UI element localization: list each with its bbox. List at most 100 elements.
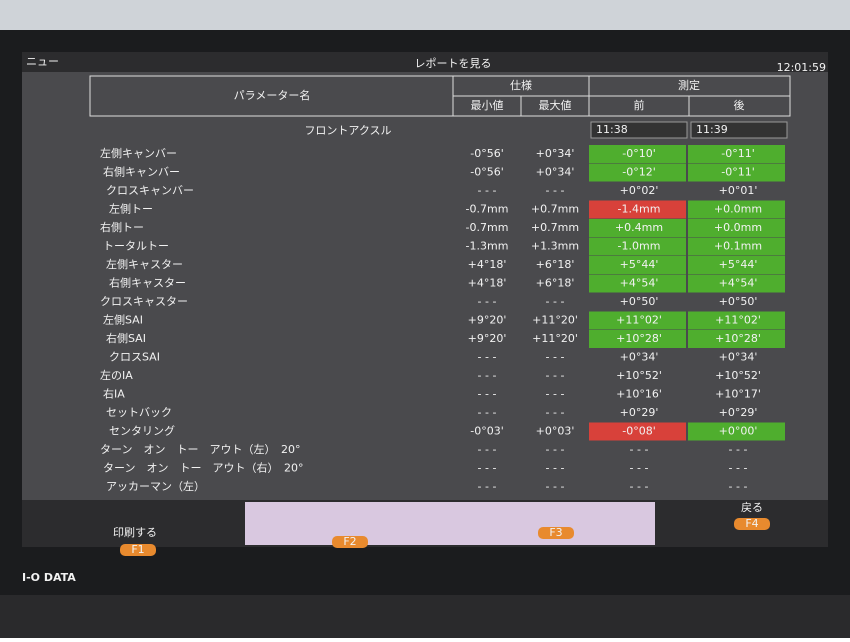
after-value: +0.0mm <box>714 203 762 216</box>
max-value: - - - <box>546 462 565 475</box>
after-value: +4°54' <box>719 277 758 290</box>
before-status-cell <box>589 256 686 274</box>
min-value: +4°18' <box>468 277 507 290</box>
before-time: 11:38 <box>596 123 628 136</box>
before-value: -0°10' <box>622 147 656 160</box>
after-status-cell <box>688 163 785 182</box>
before-value: +0°02' <box>620 184 659 197</box>
param-name: ターン オン トー アウト（右） 20° <box>103 461 303 475</box>
header-grid <box>89 75 791 117</box>
after-time-select[interactable] <box>690 121 788 139</box>
f1-key <box>120 544 156 556</box>
max-value: - - - <box>546 443 565 456</box>
max-value: - - - <box>546 406 565 419</box>
max-value: +11°20' <box>532 332 578 345</box>
after-header: 後 <box>734 98 745 112</box>
after-value: +0.0mm <box>714 221 762 234</box>
before-value: +10°52' <box>616 369 662 382</box>
param-header: パラメーター名 <box>234 88 311 102</box>
f3-key <box>538 527 574 539</box>
param-name: 左側キャンバー <box>100 147 177 160</box>
min-value: -1.3mm <box>466 240 509 253</box>
menu-label[interactable]: ニュー <box>26 55 59 68</box>
before-value: - - - <box>630 480 649 493</box>
param-name: 左側SAI <box>103 314 143 327</box>
spec-header: 仕様 <box>510 78 532 92</box>
measure-header: 測定 <box>678 78 700 92</box>
after-value: +10°28' <box>715 332 761 345</box>
rows: 左側キャンバー -0°56' +0°34' -0°10' -0°11' 右側キャンバー -0… <box>100 145 785 493</box>
min-value: - - - <box>478 406 497 419</box>
before-value: +0.4mm <box>615 221 663 234</box>
param-name: 右側トー <box>100 220 144 234</box>
param-name: 右側SAI <box>106 331 146 345</box>
after-value: - - - <box>729 480 748 493</box>
before-value: +10°16' <box>616 388 662 401</box>
before-status-cell <box>589 237 686 256</box>
after-status-cell <box>688 219 785 237</box>
after-time: 11:39 <box>696 123 728 136</box>
section-title: フロントアクスル <box>304 124 391 137</box>
param-name: クロスキャンバー <box>106 184 194 197</box>
param-name: セットバック <box>106 406 172 419</box>
after-status-cell <box>688 200 785 219</box>
before-value: -1.0mm <box>618 240 661 253</box>
after-status-cell <box>688 256 785 274</box>
before-value: +0°29' <box>620 406 659 419</box>
max-header: 最大値 <box>539 98 572 112</box>
max-value: - - - <box>546 369 565 382</box>
print-button[interactable]: 印刷する <box>113 526 157 539</box>
before-value: +0°34' <box>620 351 659 364</box>
f2-label: F2 <box>343 535 356 548</box>
f1-label: F1 <box>131 543 144 556</box>
min-value: - - - <box>478 462 497 475</box>
after-value: - - - <box>729 443 748 456</box>
param-name: 左のIA <box>100 369 133 382</box>
after-value: +0°00' <box>719 425 758 438</box>
after-status-cell <box>688 311 785 330</box>
min-value: -0°03' <box>470 425 504 438</box>
min-value: -0.7mm <box>466 203 509 216</box>
brand: I-O DATA <box>22 571 76 584</box>
param-name: 左側トー <box>109 203 153 216</box>
max-value: +0°03' <box>536 425 575 438</box>
max-value: - - - <box>546 295 565 308</box>
clock: 12:01:59 <box>777 61 826 74</box>
after-status-cell <box>688 330 785 348</box>
after-value: +0°01' <box>719 184 758 197</box>
after-status-cell <box>688 237 785 256</box>
top-bar <box>22 52 828 72</box>
before-status-cell <box>589 200 686 219</box>
param-name: センタリング <box>109 424 175 438</box>
max-value: +0°34' <box>536 147 575 160</box>
max-value: +1.3mm <box>531 240 579 253</box>
max-value: +6°18' <box>536 277 575 290</box>
before-time-select[interactable] <box>590 121 688 139</box>
param-name: アッカーマン（左） <box>106 480 205 493</box>
after-value: +0.1mm <box>714 240 762 253</box>
before-status-cell <box>589 163 686 182</box>
after-status-cell <box>688 422 785 441</box>
after-value: -0°11' <box>721 147 755 160</box>
before-value: +10°28' <box>616 332 662 345</box>
screen-title: レポートを見る <box>415 57 492 70</box>
param-name: ターン オン トー アウト（左） 20° <box>100 443 300 456</box>
before-status-cell <box>589 274 686 293</box>
max-value: +0°34' <box>536 166 575 179</box>
before-value: - - - <box>630 462 649 475</box>
max-value: +11°20' <box>532 314 578 327</box>
before-status-cell <box>589 145 686 163</box>
max-value: - - - <box>546 351 565 364</box>
max-value: +0.7mm <box>531 203 579 216</box>
back-button[interactable]: 戻る <box>741 501 763 514</box>
min-header: 最小値 <box>471 99 504 112</box>
after-status-cell <box>688 145 785 163</box>
before-header: 前 <box>634 98 645 112</box>
min-value: +9°20' <box>468 314 507 327</box>
before-status-cell <box>589 311 686 330</box>
param-name: クロスキャスター <box>100 295 188 308</box>
before-status-cell <box>589 330 686 348</box>
min-value: - - - <box>478 443 497 456</box>
before-value: +0°50' <box>620 295 659 308</box>
